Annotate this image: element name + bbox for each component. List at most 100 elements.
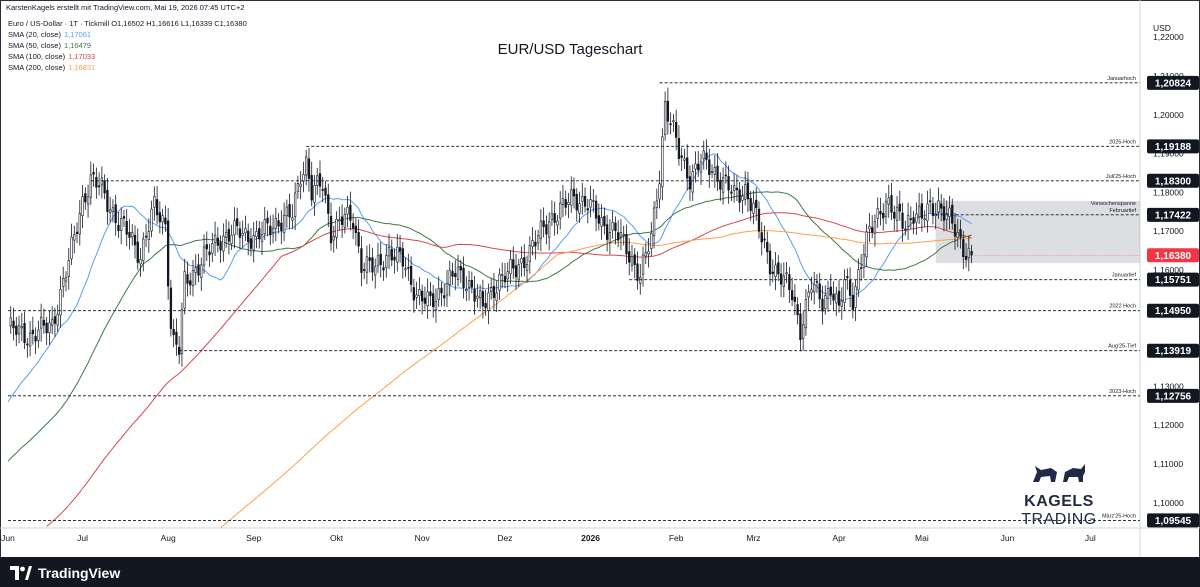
candle [699,161,703,173]
candle [890,195,893,213]
candle [719,180,722,190]
symbol-line[interactable]: Euro / US-Dollar · 1T · Tickmill O1,1650… [8,19,247,28]
candle [136,241,139,263]
candle [271,227,275,233]
candle [28,332,32,347]
candle [639,276,642,284]
candle [854,286,857,308]
footer-bar: TradingView [0,557,1200,587]
candle [644,252,647,257]
candle [368,257,371,261]
candle [517,264,520,281]
candle [702,150,705,160]
candle [929,200,932,203]
candle [603,215,606,227]
candle [238,228,242,238]
candle [465,289,468,292]
candle [456,266,460,280]
candle [862,254,866,268]
candle [476,295,479,299]
candle [650,232,653,249]
candle [423,297,427,304]
candle [495,292,498,301]
candle [64,277,68,282]
candle [735,187,739,191]
candle [605,224,609,240]
candle [429,291,432,297]
candle [81,196,84,217]
candle [407,266,410,269]
candle [172,329,175,336]
candle [346,206,349,215]
candle [879,211,882,215]
candle [332,235,335,241]
legend-sma20-label: SMA (20, close) [8,30,61,39]
candle [567,202,570,205]
level-price-text: 1,09545 [1155,516,1192,527]
legend-sma200[interactable]: SMA (200, close) 1,16831 [8,62,247,73]
candle [114,204,117,224]
candle [349,204,352,221]
candle [945,213,948,220]
candle [213,234,217,243]
candle [813,284,816,293]
candle [818,283,821,300]
candle [677,137,681,159]
candle [920,203,924,219]
candle [396,246,399,263]
candle [147,231,150,240]
candle [498,274,501,291]
candle [868,225,871,230]
candle [799,313,802,341]
candle [302,174,305,182]
candle [305,156,308,176]
candle [630,256,634,266]
candle [525,264,529,271]
candle [749,198,752,211]
candle [600,217,603,227]
tradingview-icon [10,566,32,580]
tradingview-logo[interactable]: TradingView [10,565,120,581]
candle [490,287,493,293]
candle [277,220,280,227]
candle [730,191,733,194]
candle [815,281,819,283]
candle [835,293,838,304]
candle [111,207,115,212]
x-tick-label: Okt [330,533,344,543]
candle [73,234,76,241]
legend-sma50[interactable]: SMA (50, close) 1,16479 [8,40,247,51]
candle [898,203,901,212]
candle [738,189,741,203]
candle [970,251,973,256]
candle [263,219,266,235]
candle [782,275,785,287]
legend-sma50-label: SMA (50, close) [8,41,61,50]
candle [92,171,95,175]
candle [710,171,714,173]
candle [95,176,98,188]
candle [39,316,43,329]
candle [672,120,675,123]
candle [393,256,396,261]
candle [802,324,805,339]
candle [420,290,424,302]
candle [9,317,12,327]
candle [437,288,440,301]
legend-sma20[interactable]: SMA (20, close) 1,17061 [8,29,247,40]
candle [708,159,711,175]
candle [37,329,40,341]
candle [923,218,926,221]
candle [258,228,261,240]
candle [470,280,473,288]
candle [937,200,940,213]
candle [451,271,454,277]
candle [296,183,300,192]
legend-sma100[interactable]: SMA (100, close) 1,17033 [8,51,247,62]
candle [390,249,393,261]
brand-word1: KAGELS [1024,493,1094,510]
candle [655,200,658,208]
candle [404,268,407,271]
level-name-label: 2022 Hoch [1109,304,1136,310]
